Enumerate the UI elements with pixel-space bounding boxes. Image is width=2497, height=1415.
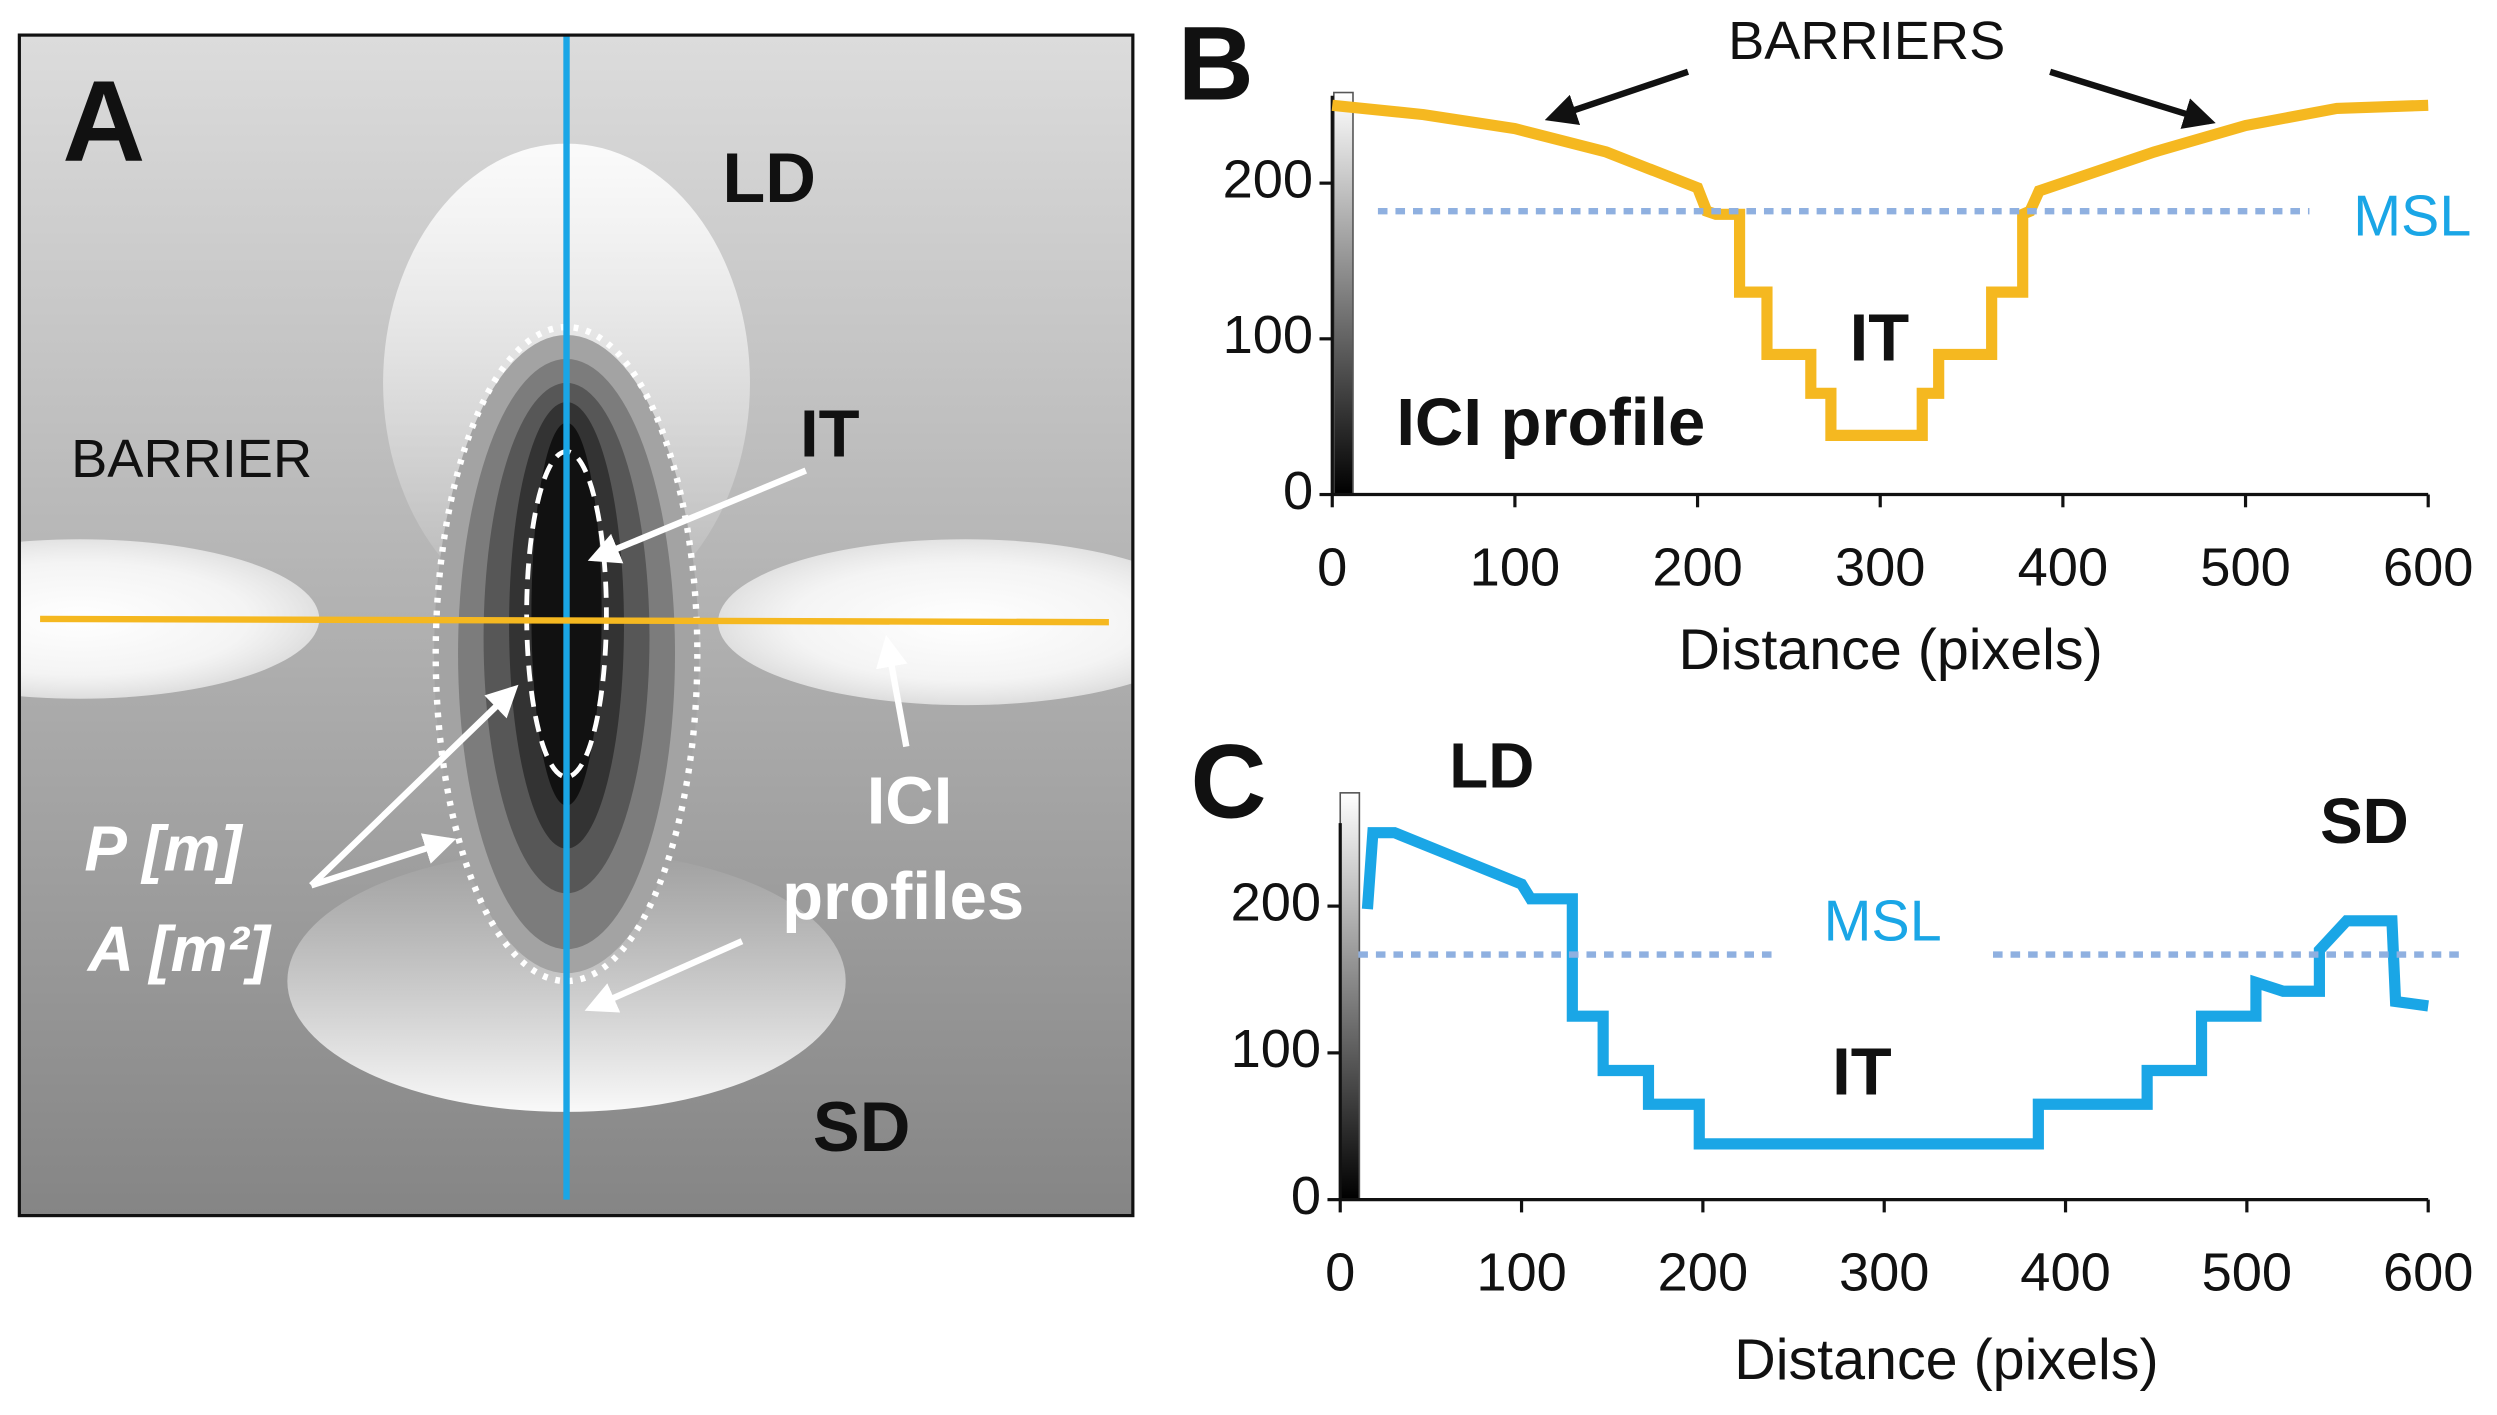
y-tick-label: 200	[1223, 149, 1313, 209]
x-tick-label: 400	[2018, 537, 2108, 597]
diagram-label: A [m²]	[86, 913, 272, 985]
x-tick-label: 200	[1652, 537, 1742, 597]
x-axis-label: Distance (pixels)	[1734, 1328, 2158, 1392]
series-label: MSL	[1824, 889, 1942, 953]
chart: 0 100 200 300 400 500 600 0 100 200 MSL B Distance (…	[1178, 6, 2474, 683]
x-tick-label: 100	[1470, 537, 1560, 597]
diagram-label: LD	[722, 138, 816, 217]
panel-a-border	[17, 33, 1135, 1218]
x-tick-label: 300	[1839, 1243, 1929, 1303]
chart: 0 100 200 300 400 500 600 0 100 200 MSL C Distance (…	[1191, 723, 2474, 1392]
x-tick-label: 0	[1325, 1243, 1355, 1303]
profile-line	[1361, 827, 2429, 1150]
profile-line	[1331, 99, 2429, 441]
x-tick-label: 500	[2200, 537, 2290, 597]
y-tick-label: 0	[1291, 1166, 1321, 1226]
x-tick-label: 300	[1835, 537, 1925, 597]
diagram-label: ICI	[867, 763, 953, 838]
diagram-label: IT	[800, 396, 860, 471]
perimeter-outline	[432, 323, 701, 985]
panel-label: A	[62, 58, 145, 186]
y-tick-label: 200	[1231, 872, 1321, 932]
annotation: IT	[1850, 301, 1910, 376]
series-label: MSL	[2353, 184, 2471, 248]
x-tick-label: 200	[1658, 1243, 1748, 1303]
panel-label: B	[1178, 6, 1254, 123]
annotation: ICI profile	[1396, 385, 1705, 460]
arrows	[309, 467, 910, 1013]
panel-a	[19, 35, 1133, 1216]
diagram-label: profiles	[782, 859, 1024, 934]
y-tick-label: 100	[1231, 1019, 1321, 1079]
x-tick-label: 100	[1476, 1243, 1566, 1303]
diagram-label: BARRIER	[71, 429, 312, 489]
colorbar	[1339, 792, 1361, 1201]
barrier-arrows	[1544, 68, 2216, 129]
x-tick-label: 400	[2020, 1243, 2110, 1303]
x-tick-label: 500	[2202, 1243, 2292, 1303]
panel-label: C	[1191, 723, 1267, 840]
y-tick-label: 100	[1223, 305, 1313, 365]
panel-a-labels: A LD IT BARRIER P [m] A [m²] ICI profiles SD	[62, 58, 1024, 1166]
annotation: IT	[1832, 1035, 1892, 1110]
y-tick-label: 0	[1283, 461, 1313, 521]
annotation: LD	[1449, 729, 1534, 801]
diagram-label: P [m]	[84, 812, 243, 884]
diagram-label: SD	[813, 1087, 911, 1166]
x-tick-label: 600	[2383, 537, 2473, 597]
x-tick-label: 600	[2383, 1243, 2473, 1303]
x-axis-label: Distance (pixels)	[1678, 618, 2102, 682]
annotation: SD	[2320, 785, 2409, 857]
colorbar	[1333, 91, 1354, 496]
x-tick-label: 0	[1317, 537, 1347, 597]
horizontal-profile	[40, 615, 1109, 626]
annotation: BARRIERS	[1728, 11, 2005, 71]
